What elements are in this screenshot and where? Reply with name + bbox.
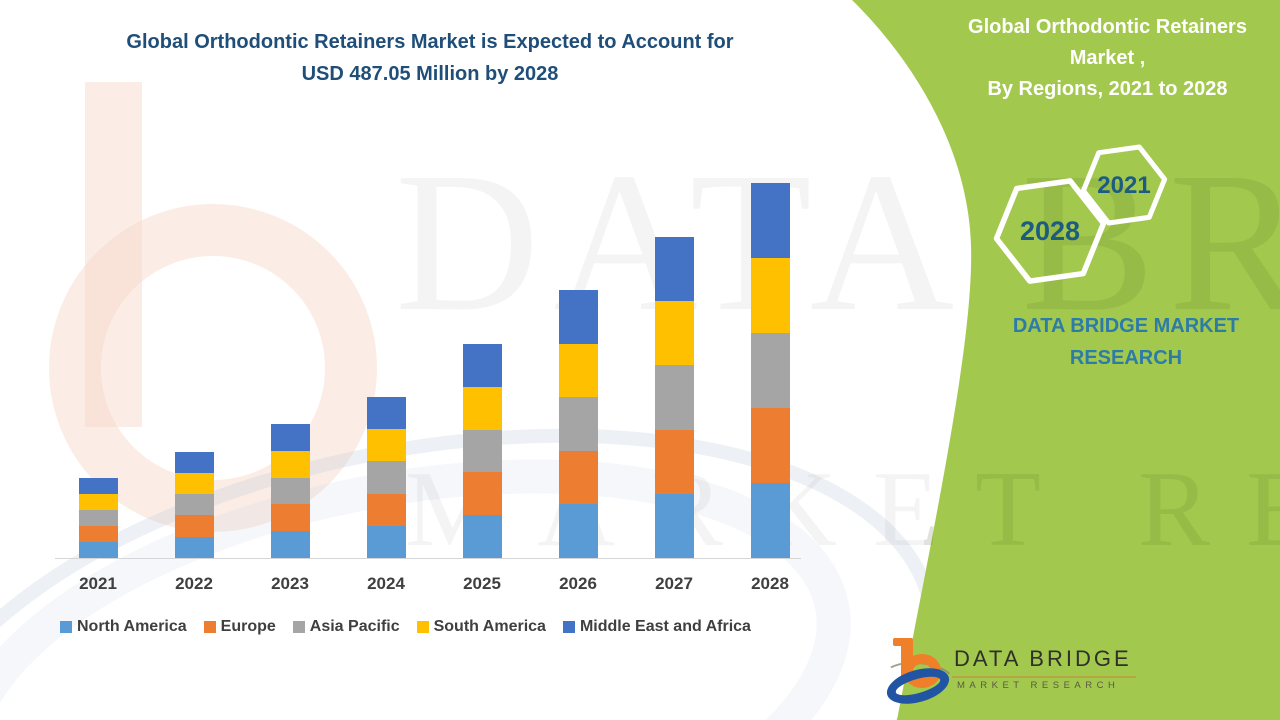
legend-label: Europe: [220, 618, 276, 635]
bar-segment: [174, 536, 214, 558]
logo-b-bowl: [903, 654, 941, 688]
bar-segment: [462, 472, 502, 516]
bar-2028: [750, 183, 790, 558]
logo-b-serif: [893, 638, 907, 646]
bar-segment: [78, 478, 118, 494]
bar-segment: [174, 472, 214, 495]
bar-segment: [654, 365, 694, 430]
bar-segment: [366, 461, 406, 494]
bar-segment: [78, 526, 118, 542]
x-axis-label: 2028: [751, 574, 789, 593]
bar-segment: [78, 494, 118, 510]
panel-title: Global Orthodontic Retainers Market , By…: [935, 12, 1280, 105]
hexagon-2028-label: 2028: [1020, 216, 1080, 246]
bar-segment: [558, 290, 598, 344]
panel-title-line2: Market ,: [1069, 47, 1146, 69]
green-panel-shape: [852, 0, 1280, 720]
hexagon-2021-outline: [1080, 144, 1168, 226]
x-axis-label: 2026: [559, 574, 597, 593]
bar-segment: [78, 542, 118, 558]
x-axis-label: 2027: [655, 574, 693, 593]
x-axis-label: 2022: [175, 574, 213, 593]
bar-segment: [462, 429, 502, 473]
hexagon-2021: [1080, 144, 1168, 226]
bar-segment: [750, 408, 790, 483]
bar-segment: [654, 237, 694, 302]
bar-segment: [270, 504, 310, 532]
hexagon-2028-outline: [993, 178, 1107, 284]
logo-name-text: DATA BRIDGE: [952, 646, 1136, 678]
legend-swatch: [416, 621, 429, 633]
bar-segment: [270, 450, 310, 478]
hexagon-2021-label: 2021: [1097, 172, 1150, 199]
legend-swatch: [60, 621, 72, 633]
bar-segment: [270, 424, 310, 451]
hexagon-2028: [993, 178, 1107, 284]
legend-item: Europe: [203, 618, 276, 636]
bar-segment: [750, 483, 790, 558]
x-axis-label: 2023: [271, 574, 309, 593]
bar-segment: [558, 397, 598, 451]
panel-title-line3: By Regions, 2021 to 2028: [987, 78, 1228, 100]
legend-swatch: [292, 621, 305, 633]
bar-segment: [366, 429, 406, 462]
x-axis-label: 2024: [367, 574, 405, 593]
bar-segment: [750, 183, 790, 258]
legend-item: South America: [416, 618, 546, 636]
bar-segment: [174, 515, 214, 537]
bar-2025: [462, 344, 502, 558]
bar-segment: [174, 494, 214, 516]
bar-segment: [558, 504, 598, 558]
x-axis-label: 2025: [463, 574, 501, 593]
bar-segment: [558, 343, 598, 398]
x-axis-label: 2021: [79, 574, 117, 593]
plot-area: [55, 150, 801, 559]
chart-title: Global Orthodontic Retainers Market is E…: [55, 26, 805, 90]
panel-brand-text: DATA BRIDGE MARKET RESEARCH: [1012, 315, 1240, 369]
bar-segment: [654, 493, 694, 558]
legend-swatch: [562, 621, 575, 633]
bar-segment: [558, 450, 598, 505]
bar-2021: [78, 478, 118, 558]
bar-segment: [654, 301, 694, 366]
bar-segment: [366, 493, 406, 526]
bar-segment: [366, 525, 406, 558]
bar-segment: [750, 258, 790, 333]
legend: North America Europe Asia Pacific South Ame…: [60, 618, 751, 636]
bar-segment: [462, 344, 502, 387]
bar-2023: [270, 424, 310, 558]
bar-segment: [654, 429, 694, 494]
bar-segment: [366, 397, 406, 430]
bar-segment: [750, 333, 790, 408]
legend-item: North America: [60, 618, 187, 636]
chart-title-line1: Global Orthodontic Retainers Market is E…: [126, 31, 734, 53]
bar-2024: [366, 397, 406, 558]
bar-segment: [78, 510, 118, 526]
bar-2027: [654, 237, 694, 558]
panel-title-line1: Global Orthodontic Retainers: [968, 16, 1247, 38]
bar-segment: [270, 477, 310, 505]
company-logo: DATA BRIDGE MARKET RESEARCH: [879, 632, 1275, 712]
legend-label: Middle East and Africa: [579, 618, 751, 635]
bar-segment: [174, 451, 214, 473]
logo-tagline-text: MARKET RESEARCH: [957, 680, 1120, 691]
legend-swatch: [203, 621, 216, 633]
bar-2022: [174, 451, 214, 558]
bar-segment: [270, 531, 310, 558]
bar-2026: [558, 290, 598, 558]
legend-item: Asia Pacific: [292, 618, 400, 636]
chart-title-line2: USD 487.05 Million by 2028: [301, 63, 559, 85]
bar-segment: [462, 386, 502, 430]
year-hexagons: 2028 2021: [993, 144, 1168, 284]
bar-segment: [462, 515, 502, 558]
legend-item: Middle East and Africa: [562, 618, 751, 636]
legend-label: Asia Pacific: [309, 618, 400, 635]
legend-label: South America: [433, 618, 546, 635]
legend-label: North America: [77, 618, 187, 635]
